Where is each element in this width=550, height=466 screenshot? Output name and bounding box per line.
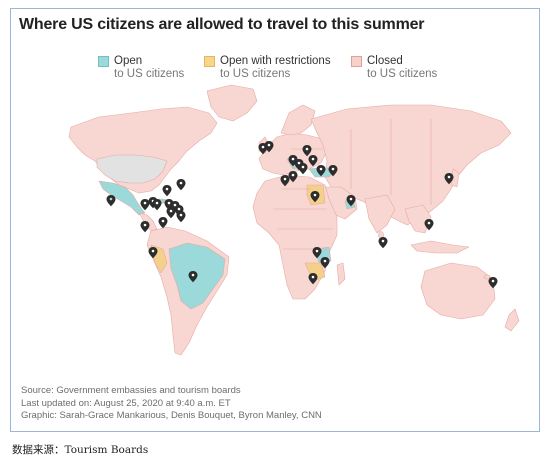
indonesia [410, 240, 470, 254]
pin-europe-5 [308, 155, 318, 167]
world-map [68, 84, 520, 356]
pin-europe-4 [302, 145, 312, 157]
country-borders [273, 119, 432, 250]
credits-source: Source: Government embassies and tourism… [21, 385, 241, 396]
pin-bahamas [162, 185, 172, 197]
map-card: Where US citizens are allowed to travel … [10, 8, 540, 432]
credits-graphic: Graphic: Sarah-Grace Mankarious, Denis B… [21, 410, 322, 421]
scandinavia [280, 104, 316, 136]
pin-zambia [308, 273, 318, 285]
pin-croatia [288, 171, 298, 183]
africa-landmass [252, 174, 338, 300]
pin-bermuda [176, 179, 186, 191]
pin-maldives [378, 237, 388, 249]
madagascar [336, 262, 346, 286]
legend-open-swatch [98, 56, 109, 67]
pin-peru [148, 247, 158, 259]
pin-lebanon [310, 191, 320, 203]
pin-uae [346, 195, 356, 207]
pin-europe-3 [298, 163, 308, 175]
pin-turkey [316, 165, 326, 177]
legend-open-sub: to US citizens [114, 68, 185, 80]
pin-caucasus [328, 165, 338, 177]
pin-uk [264, 141, 274, 153]
legend-restricted-sub: to US citizens [220, 68, 291, 80]
data-source-footer: 数据来源：Tourism Boards [12, 444, 149, 456]
pacific-island [483, 274, 491, 280]
legend-closed-label: Closed [367, 55, 403, 67]
southeast-asia [404, 204, 432, 234]
pin-fiji [488, 277, 498, 289]
pin-colombia [158, 217, 168, 229]
legend-restricted-swatch [204, 56, 215, 67]
credits-updated: Last updated on: August 25, 2020 at 9:40… [21, 397, 231, 409]
pin-caribbean-8 [176, 211, 186, 223]
europe-landmass [258, 132, 328, 176]
pin-cambodia [424, 219, 434, 231]
legend-closed-swatch [351, 56, 362, 67]
map-title: Where US citizens are allowed to travel … [19, 16, 425, 33]
legend-open-label: Open [114, 55, 143, 67]
pin-central-america [140, 221, 150, 233]
pin-tanzania [312, 247, 322, 259]
map-credits: Source: Government embassies and tourism… [21, 385, 322, 423]
pin-japan [444, 173, 454, 185]
legend-restricted-label: Open with restrictions [220, 55, 331, 67]
australia-landmass [420, 262, 496, 320]
usa-region [96, 154, 168, 184]
greenland [206, 84, 258, 122]
pin-brazil [188, 271, 198, 283]
legend-closed-sub: to US citizens [367, 68, 438, 80]
pin-mexico [106, 195, 116, 207]
new-zealand [504, 308, 520, 332]
india [364, 194, 396, 234]
pin-kenya [320, 257, 330, 269]
pin-caribbean-3 [152, 199, 162, 211]
asia-landmass [310, 104, 512, 226]
pin-portugal [280, 175, 290, 187]
pin-caribbean-1 [140, 199, 150, 211]
map-legend: Open to US citizens Open with restrictio… [11, 55, 539, 85]
